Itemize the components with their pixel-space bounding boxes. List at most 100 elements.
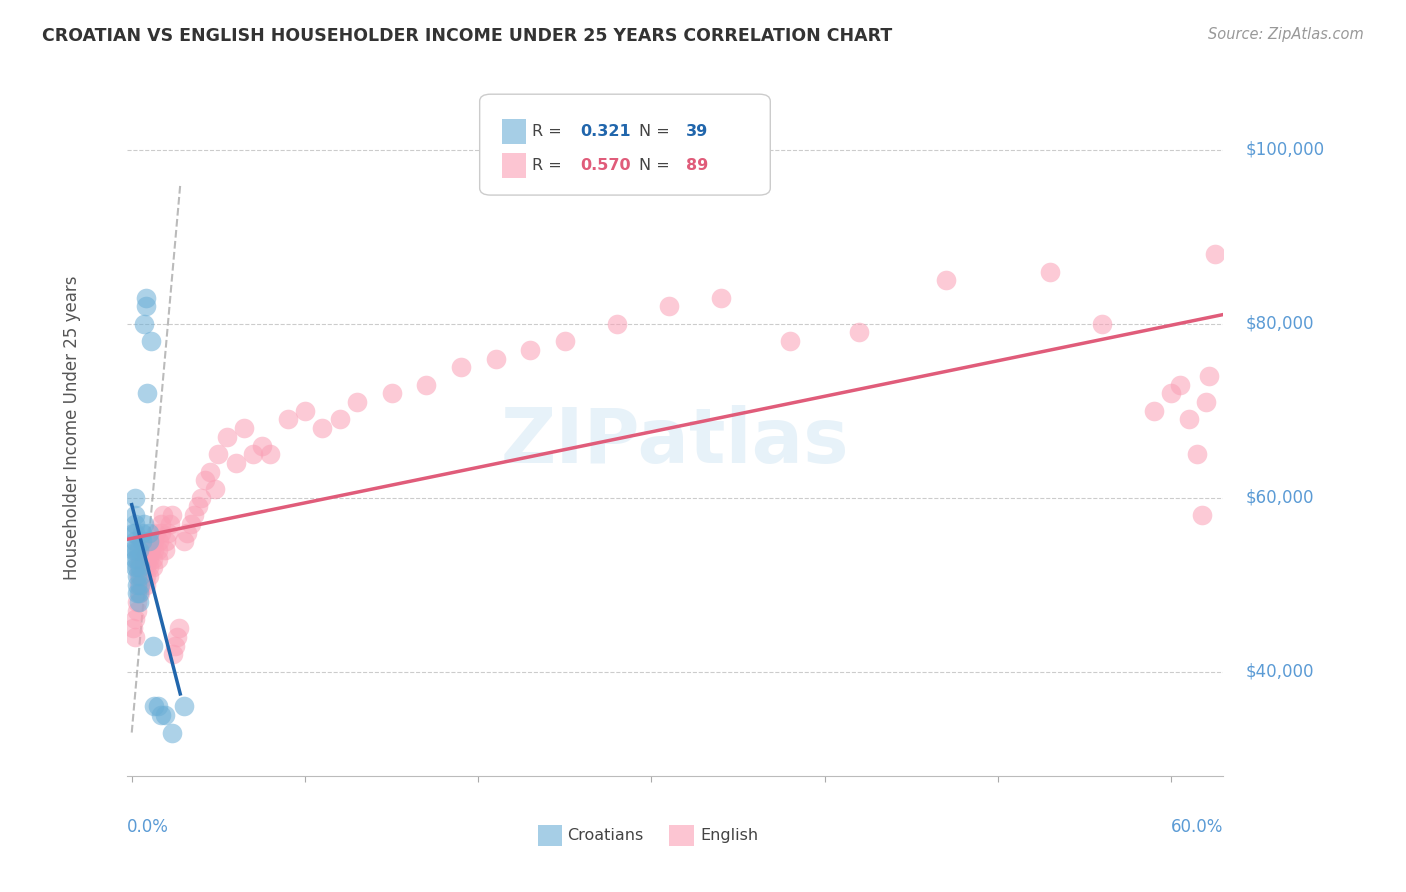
Point bbox=[148, 534, 170, 549]
Text: R =: R = bbox=[533, 124, 567, 138]
Point bbox=[125, 569, 148, 583]
Point bbox=[1195, 395, 1218, 409]
Point bbox=[141, 639, 163, 653]
Point bbox=[124, 534, 146, 549]
Text: Croatians: Croatians bbox=[568, 828, 644, 843]
Point bbox=[124, 516, 146, 531]
Point bbox=[124, 542, 146, 557]
Point bbox=[180, 516, 202, 531]
Point bbox=[135, 560, 157, 574]
Point bbox=[779, 334, 801, 349]
Point bbox=[138, 560, 160, 574]
Point bbox=[152, 508, 174, 523]
Point bbox=[1191, 508, 1213, 523]
Point bbox=[139, 534, 162, 549]
Point bbox=[450, 360, 472, 375]
Point bbox=[128, 569, 150, 583]
Point bbox=[129, 551, 152, 566]
Point bbox=[173, 534, 195, 549]
Point bbox=[125, 586, 148, 600]
Point bbox=[138, 525, 160, 540]
Text: 89: 89 bbox=[686, 158, 709, 173]
Point bbox=[122, 525, 145, 540]
Point bbox=[132, 551, 155, 566]
Point bbox=[1039, 264, 1062, 278]
Point bbox=[128, 542, 150, 557]
Point bbox=[141, 551, 163, 566]
Point bbox=[157, 525, 180, 540]
Bar bbox=[502, 119, 526, 144]
Point bbox=[138, 551, 160, 566]
Point bbox=[132, 560, 155, 574]
Point bbox=[277, 412, 299, 426]
Point bbox=[848, 326, 870, 340]
Point bbox=[207, 447, 229, 461]
Point bbox=[129, 586, 152, 600]
Point bbox=[131, 578, 153, 592]
Point bbox=[136, 551, 159, 566]
Point bbox=[166, 630, 188, 644]
Point bbox=[125, 595, 148, 609]
Point bbox=[167, 621, 190, 635]
Text: English: English bbox=[700, 828, 758, 843]
Point bbox=[153, 542, 176, 557]
Text: 0.0%: 0.0% bbox=[127, 818, 169, 836]
Point bbox=[128, 586, 150, 600]
Point bbox=[135, 569, 157, 583]
Text: CROATIAN VS ENGLISH HOUSEHOLDER INCOME UNDER 25 YEARS CORRELATION CHART: CROATIAN VS ENGLISH HOUSEHOLDER INCOME U… bbox=[42, 27, 893, 45]
Point bbox=[311, 421, 333, 435]
Text: $100,000: $100,000 bbox=[1246, 141, 1324, 159]
Bar bbox=[537, 825, 562, 846]
Point bbox=[122, 621, 145, 635]
Point bbox=[143, 534, 166, 549]
Point bbox=[176, 525, 198, 540]
Text: ZIPatlas: ZIPatlas bbox=[501, 405, 849, 479]
Point bbox=[129, 578, 152, 592]
Point bbox=[150, 516, 173, 531]
Point bbox=[259, 447, 281, 461]
Point bbox=[173, 699, 195, 714]
Point bbox=[150, 708, 173, 723]
Point bbox=[165, 639, 187, 653]
Point bbox=[138, 569, 160, 583]
Point bbox=[160, 508, 183, 523]
Point bbox=[128, 578, 150, 592]
Point bbox=[124, 613, 146, 627]
Point bbox=[124, 491, 146, 505]
Point bbox=[250, 439, 273, 453]
Point bbox=[215, 430, 238, 444]
Point bbox=[138, 534, 160, 549]
Point bbox=[519, 343, 541, 357]
Point bbox=[150, 525, 173, 540]
Point bbox=[329, 412, 352, 426]
Point bbox=[125, 551, 148, 566]
Point bbox=[131, 525, 153, 540]
Point bbox=[132, 516, 155, 531]
Point bbox=[135, 300, 157, 314]
Point bbox=[294, 404, 316, 418]
Point bbox=[1187, 447, 1209, 461]
Point bbox=[484, 351, 506, 366]
Text: N =: N = bbox=[638, 158, 675, 173]
Text: 0.321: 0.321 bbox=[581, 124, 631, 138]
Point bbox=[606, 317, 628, 331]
Text: $60,000: $60,000 bbox=[1246, 489, 1313, 507]
Point bbox=[190, 491, 212, 505]
Point bbox=[146, 542, 169, 557]
Point bbox=[139, 542, 162, 557]
Text: N =: N = bbox=[638, 124, 675, 138]
Point bbox=[204, 482, 226, 496]
Text: 0.570: 0.570 bbox=[581, 158, 631, 173]
Point bbox=[128, 560, 150, 574]
Point bbox=[132, 317, 155, 331]
Point bbox=[1091, 317, 1114, 331]
Point bbox=[135, 291, 157, 305]
Point bbox=[141, 560, 163, 574]
Point bbox=[125, 560, 148, 574]
Point bbox=[187, 500, 209, 514]
Point bbox=[1143, 404, 1166, 418]
Point bbox=[1198, 369, 1220, 384]
Point bbox=[225, 456, 247, 470]
Text: $80,000: $80,000 bbox=[1246, 315, 1313, 333]
Point bbox=[139, 334, 162, 349]
